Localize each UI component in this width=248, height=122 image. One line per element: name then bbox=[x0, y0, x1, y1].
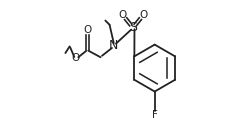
Text: F: F bbox=[152, 110, 158, 120]
Text: S: S bbox=[129, 21, 137, 34]
Text: O: O bbox=[139, 10, 147, 20]
Text: O: O bbox=[83, 25, 92, 35]
Text: N: N bbox=[109, 39, 119, 52]
Text: O: O bbox=[72, 53, 80, 63]
Text: O: O bbox=[119, 10, 127, 20]
